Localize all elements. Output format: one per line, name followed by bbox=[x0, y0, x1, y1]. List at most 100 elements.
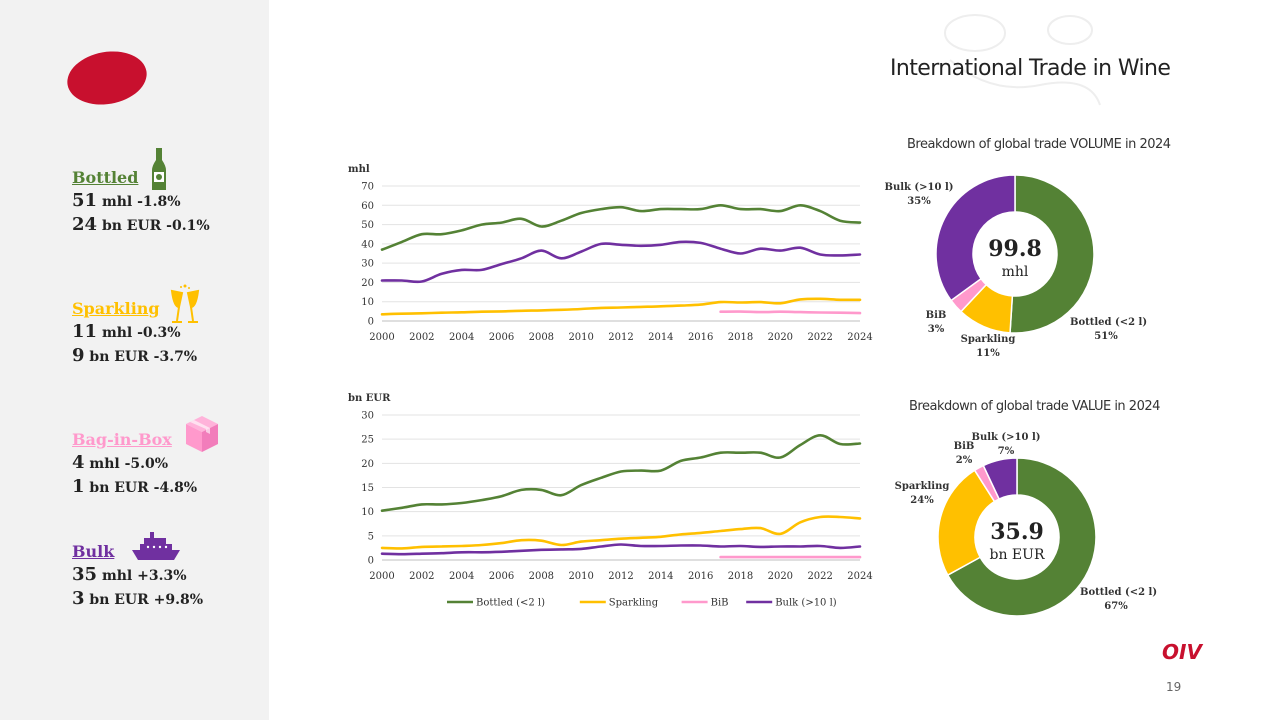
x-tick-label: 2022 bbox=[807, 571, 832, 582]
category-bottled: Bottled 51 mhl -1.8% 24 bn EUR -0.1% bbox=[72, 148, 210, 235]
series-line-bulk-10-l bbox=[380, 543, 862, 556]
x-tick-label: 2000 bbox=[369, 571, 394, 582]
slice-percent-label: 24% bbox=[910, 495, 934, 506]
legend-label-bib: BiB bbox=[711, 598, 729, 609]
legend-label-sparkling: Sparkling bbox=[609, 598, 659, 609]
y-tick-label: 0 bbox=[368, 317, 374, 328]
bib-volume-line: 4 mhl -5.0% bbox=[72, 452, 169, 473]
value-donut-chart: Bottled (<2 l) 67% Sparkling 24% BiB 2% Bulk (… bbox=[895, 432, 1157, 617]
x-tick-label: 2024 bbox=[847, 571, 872, 582]
x-tick-label: 2014 bbox=[648, 332, 673, 343]
legend-label-bulk-10-l: Bulk (>10 l) bbox=[775, 598, 837, 609]
category-name-bag-in-box[interactable]: Bag-in-Box bbox=[72, 430, 172, 449]
x-tick-label: 2008 bbox=[529, 332, 554, 343]
x-tick-label: 2006 bbox=[489, 571, 514, 582]
donut-center-unit: mhl bbox=[1002, 264, 1029, 280]
y-tick-label: 70 bbox=[361, 182, 374, 193]
slice-name-label: Bottled (<2 l) bbox=[1070, 317, 1147, 328]
x-tick-label: 2010 bbox=[568, 332, 593, 343]
x-tick-label: 2002 bbox=[409, 571, 434, 582]
series-line-bottled-2-l bbox=[380, 433, 862, 512]
y-tick-label: 25 bbox=[361, 435, 374, 446]
x-tick-label: 2004 bbox=[449, 571, 474, 582]
legend-label-bottled-2-l: Bottled (<2 l) bbox=[476, 598, 545, 609]
slice-percent-label: 11% bbox=[976, 348, 1000, 359]
donut-center-value: 99.8 bbox=[988, 236, 1042, 262]
y-tick-label: 30 bbox=[361, 259, 374, 270]
volume-pie-title: Breakdown of global trade VOLUME in 2024 bbox=[907, 137, 1171, 152]
slice-percent-label: 51% bbox=[1094, 331, 1118, 342]
oiv-red-blob-logo bbox=[67, 51, 147, 105]
slice-name-label: BiB bbox=[954, 441, 975, 452]
x-tick-label: 2004 bbox=[449, 332, 474, 343]
category-bulk: Bulk 35 mhl +3.3% 3 bn EUR +9.8% bbox=[72, 532, 204, 609]
slice-percent-label: 3% bbox=[928, 324, 945, 335]
series-line-sparkling bbox=[380, 297, 862, 316]
x-tick-label: 2000 bbox=[369, 332, 394, 343]
y-tick-label: 20 bbox=[361, 459, 374, 470]
value-line-chart: bn EUR 0 5 10 15 20 25 30 2000 2002 2004 2006 2008 20… bbox=[348, 393, 873, 609]
x-tick-label: 2008 bbox=[529, 571, 554, 582]
y-tick-label: 60 bbox=[361, 201, 374, 212]
y-tick-label: 0 bbox=[368, 556, 374, 567]
pie-slice-bottled-2-l bbox=[946, 457, 1097, 617]
sparkling-value-line: 9 bn EUR -3.7% bbox=[72, 345, 198, 366]
x-tick-label: 2018 bbox=[728, 332, 753, 343]
category-name-bottled[interactable]: Bottled bbox=[72, 168, 139, 187]
y-tick-label: 20 bbox=[361, 278, 374, 289]
bib-value-line: 1 bn EUR -4.8% bbox=[72, 476, 198, 497]
ship-icon bbox=[132, 532, 180, 560]
y-tick-label: 10 bbox=[361, 297, 374, 308]
bottled-volume-line: 51 mhl -1.8% bbox=[72, 190, 181, 211]
pie-slice-bulk-10-l bbox=[935, 174, 1016, 302]
donut-center-value: 35.9 bbox=[990, 519, 1044, 545]
wine-bottle-icon bbox=[152, 148, 166, 190]
champagne-glasses-icon bbox=[170, 284, 200, 323]
slice-name-label: Bulk (>10 l) bbox=[885, 182, 954, 193]
pie-slice-bulk-10-l bbox=[982, 457, 1018, 500]
x-tick-label: 2018 bbox=[728, 571, 753, 582]
y-tick-label: 15 bbox=[361, 483, 374, 494]
category-name-sparkling[interactable]: Sparkling bbox=[72, 299, 160, 318]
x-tick-label: 2012 bbox=[608, 332, 633, 343]
x-tick-label: 2014 bbox=[648, 571, 673, 582]
oiv-logo-text: OIV bbox=[1162, 640, 1202, 664]
bulk-volume-line: 35 mhl +3.3% bbox=[72, 564, 187, 585]
donut-center-unit: bn EUR bbox=[990, 547, 1045, 563]
volume-line-chart: mhl 0 10 20 30 40 50 60 70 2000 2002 2004 2006 2008 20… bbox=[348, 164, 873, 343]
x-tick-label: 2010 bbox=[568, 571, 593, 582]
watermark-decoration bbox=[944, 14, 1101, 106]
x-tick-label: 2006 bbox=[489, 332, 514, 343]
series-line-sparkling bbox=[380, 515, 862, 550]
slice-name-label: Sparkling bbox=[961, 334, 1016, 345]
pie-slice-bottled-2-l bbox=[1009, 174, 1095, 334]
series-line-bulk-10-l bbox=[380, 240, 862, 284]
slice-name-label: Bulk (>10 l) bbox=[972, 432, 1041, 443]
box-icon bbox=[186, 416, 218, 452]
x-tick-label: 2024 bbox=[847, 332, 872, 343]
x-tick-label: 2020 bbox=[768, 571, 793, 582]
series-line-bottled-2-l bbox=[380, 203, 862, 251]
value-pie-title: Breakdown of global trade VALUE in 2024 bbox=[909, 399, 1160, 414]
unit-label: bn EUR bbox=[348, 393, 391, 404]
bulk-value-line: 3 bn EUR +9.8% bbox=[72, 588, 204, 609]
x-tick-label: 2012 bbox=[608, 571, 633, 582]
sidebar bbox=[0, 0, 269, 720]
x-tick-label: 2002 bbox=[409, 332, 434, 343]
category-name-bulk[interactable]: Bulk bbox=[72, 542, 115, 561]
slice-percent-label: 7% bbox=[998, 446, 1015, 457]
y-tick-label: 30 bbox=[361, 411, 374, 422]
bottled-value-line: 24 bn EUR -0.1% bbox=[72, 214, 210, 235]
y-tick-label: 10 bbox=[361, 507, 374, 518]
page-number: 19 bbox=[1166, 680, 1182, 694]
y-tick-label: 40 bbox=[361, 239, 374, 250]
volume-donut-chart: Bottled (<2 l) 51% Sparkling 11% BiB 3% Bulk (… bbox=[885, 174, 1147, 359]
x-tick-label: 2016 bbox=[688, 571, 713, 582]
slice-name-label: Bottled (<2 l) bbox=[1080, 587, 1157, 598]
x-tick-label: 2016 bbox=[688, 332, 713, 343]
page-title: International Trade in Wine bbox=[890, 56, 1171, 81]
x-tick-label: 2022 bbox=[807, 332, 832, 343]
y-tick-label: 5 bbox=[368, 531, 374, 542]
y-tick-label: 50 bbox=[361, 220, 374, 231]
slice-name-label: Sparkling bbox=[895, 481, 950, 492]
